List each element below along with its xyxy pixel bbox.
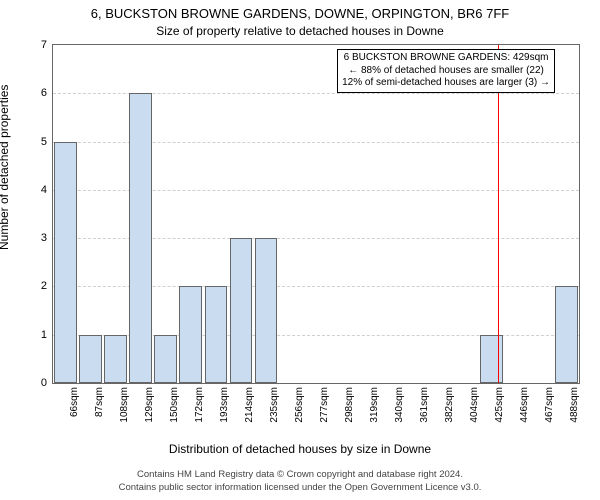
y-axis-label: Number of detached properties xyxy=(0,85,11,250)
x-tick-label: 214sqm xyxy=(244,383,255,423)
y-tick-label: 6 xyxy=(41,87,53,99)
y-tick-label: 3 xyxy=(41,232,53,244)
chart-subtitle: Size of property relative to detached ho… xyxy=(0,24,600,38)
x-tick-label: 172sqm xyxy=(194,383,205,423)
y-tick-label: 2 xyxy=(41,280,53,292)
x-tick-label: 340sqm xyxy=(394,383,405,423)
x-tick-label: 467sqm xyxy=(544,383,555,423)
annotation-box: 6 BUCKSTON BROWNE GARDENS: 429sqm← 88% o… xyxy=(337,49,555,93)
annotation-line: 12% of semi-detached houses are larger (… xyxy=(342,77,550,90)
x-tick-label: 446sqm xyxy=(519,383,530,423)
x-tick-label: 256sqm xyxy=(294,383,305,423)
x-axis-label: Distribution of detached houses by size … xyxy=(0,442,600,456)
bar xyxy=(255,238,278,383)
x-tick-label: 319sqm xyxy=(369,383,380,423)
x-tick-label: 425sqm xyxy=(494,383,505,423)
x-tick-label: 150sqm xyxy=(169,383,180,423)
x-tick-label: 66sqm xyxy=(69,383,80,417)
x-tick-label: 298sqm xyxy=(344,383,355,423)
footer-attribution: Contains HM Land Registry data © Crown c… xyxy=(0,469,600,494)
x-tick-label: 361sqm xyxy=(419,383,430,423)
x-tick-label: 235sqm xyxy=(269,383,280,423)
x-tick-label: 488sqm xyxy=(569,383,580,423)
footer-line-2: Contains public sector information licen… xyxy=(0,482,600,494)
marker-line xyxy=(498,45,499,383)
y-tick-label: 5 xyxy=(41,136,53,148)
x-tick-label: 277sqm xyxy=(319,383,330,423)
bar xyxy=(129,93,152,383)
chart-title: 6, BUCKSTON BROWNE GARDENS, DOWNE, ORPIN… xyxy=(0,6,600,21)
chart-container: 6, BUCKSTON BROWNE GARDENS, DOWNE, ORPIN… xyxy=(0,0,600,500)
bar xyxy=(179,286,202,383)
x-tick-label: 404sqm xyxy=(469,383,480,423)
y-tick-label: 7 xyxy=(41,39,53,51)
x-tick-label: 108sqm xyxy=(119,383,130,423)
annotation-line: ← 88% of detached houses are smaller (22… xyxy=(342,65,550,78)
bar xyxy=(230,238,253,383)
y-tick-label: 4 xyxy=(41,184,53,196)
annotation-line: 6 BUCKSTON BROWNE GARDENS: 429sqm xyxy=(342,52,550,65)
bar xyxy=(79,335,102,383)
bar xyxy=(205,286,228,383)
y-tick-label: 1 xyxy=(41,329,53,341)
footer-line-1: Contains HM Land Registry data © Crown c… xyxy=(0,469,600,481)
x-tick-label: 382sqm xyxy=(444,383,455,423)
bar xyxy=(54,142,77,383)
plot-area: 0123456766sqm87sqm108sqm129sqm150sqm172s… xyxy=(52,44,580,384)
x-tick-label: 87sqm xyxy=(94,383,105,417)
x-tick-label: 129sqm xyxy=(144,383,155,423)
bar xyxy=(480,335,503,383)
bar xyxy=(555,286,578,383)
y-tick-label: 0 xyxy=(41,377,53,389)
bar xyxy=(104,335,127,383)
x-tick-label: 193sqm xyxy=(219,383,230,423)
bar xyxy=(154,335,177,383)
